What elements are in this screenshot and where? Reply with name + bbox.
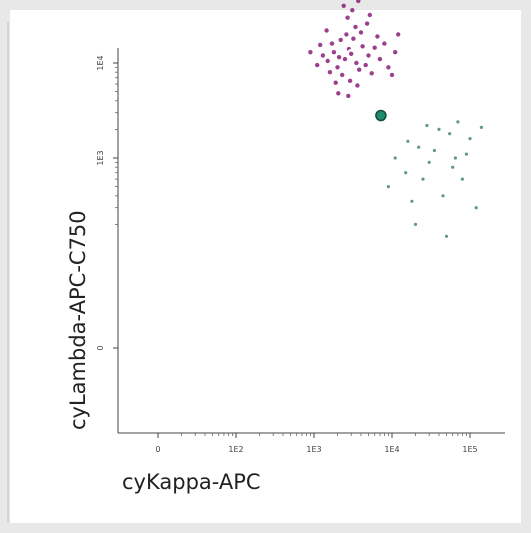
data-point: [425, 123, 429, 128]
data-point: [335, 65, 340, 70]
x-tick-label: 0: [155, 445, 160, 454]
data-point: [349, 51, 354, 56]
x-axis-title: cyKappa-APC: [122, 470, 261, 494]
data-point: [389, 72, 395, 78]
data-point: [464, 152, 468, 156]
data-point: [327, 70, 333, 75]
data-point: [377, 56, 383, 62]
data-point: [333, 80, 338, 85]
data-point: [324, 28, 329, 33]
data-point: [341, 3, 346, 8]
data-point: [474, 206, 478, 210]
data-point: [308, 50, 313, 55]
data-point: [360, 44, 365, 49]
y-axis-title: cyLambda-APC-C750: [66, 210, 90, 430]
data-point: [353, 24, 358, 30]
data-point: [393, 50, 398, 55]
data-point: [340, 72, 345, 78]
data-point: [396, 32, 401, 37]
data-point: [336, 91, 341, 96]
data-point: [358, 30, 364, 35]
data-point: [372, 45, 377, 50]
data-point: [356, 0, 361, 4]
data-point: [417, 145, 421, 149]
data-point: [320, 53, 326, 58]
x-tick-label: 1E2: [228, 445, 243, 454]
data-point: [448, 132, 452, 136]
data-point: [354, 60, 359, 66]
data-point: [367, 12, 372, 18]
data-point: [468, 137, 472, 141]
data-point: [421, 177, 425, 181]
data-point: [410, 199, 414, 203]
data-point: [357, 67, 362, 72]
data-point: [375, 34, 380, 39]
data-point: [460, 177, 464, 181]
data-point: [346, 93, 351, 99]
data-point: [382, 41, 387, 46]
gate-marker: [346, 49, 356, 59]
data-point: [479, 125, 483, 129]
x-tick-label: 1E3: [306, 445, 321, 454]
data-point: [406, 139, 410, 143]
data-point: [355, 83, 360, 88]
data-point: [444, 234, 449, 238]
y-tick-label: 0: [96, 345, 105, 350]
data-point: [386, 185, 390, 189]
data-points: [308, 0, 483, 238]
panel-border: [7, 22, 9, 523]
data-point: [432, 148, 436, 153]
data-point: [345, 15, 350, 20]
data-point: [404, 171, 408, 175]
data-point: [369, 71, 374, 76]
data-point: [427, 160, 431, 164]
data-point: [441, 194, 445, 198]
tick-marks: 01E21E31E41E501E31E41E5: [96, 55, 478, 454]
data-point: [413, 222, 418, 226]
data-point: [351, 36, 356, 41]
data-point: [437, 127, 441, 131]
data-point: [366, 53, 371, 58]
data-point: [342, 56, 348, 62]
data-point: [456, 120, 460, 124]
y-tick-label: 1E4: [96, 55, 105, 70]
data-point: [318, 42, 323, 48]
data-point: [363, 62, 368, 68]
data-point: [315, 62, 320, 68]
gate-markers: [346, 49, 387, 122]
data-point: [393, 156, 397, 160]
data-point: [386, 65, 391, 70]
data-point: [347, 78, 353, 84]
y-tick-label: 1E3: [96, 150, 105, 165]
data-point: [336, 55, 342, 60]
data-point: [338, 37, 343, 43]
gate-marker: [375, 109, 387, 122]
data-point: [331, 50, 337, 55]
data-point: [453, 156, 457, 160]
data-point: [329, 41, 335, 46]
data-point: [451, 165, 455, 169]
x-tick-label: 1E5: [462, 445, 477, 454]
data-point: [364, 21, 370, 26]
data-point: [344, 32, 349, 37]
plot-panel: [10, 10, 521, 523]
data-point: [325, 58, 330, 64]
data-point: [350, 8, 355, 13]
x-tick-label: 1E4: [384, 445, 399, 454]
axes: [117, 48, 505, 434]
